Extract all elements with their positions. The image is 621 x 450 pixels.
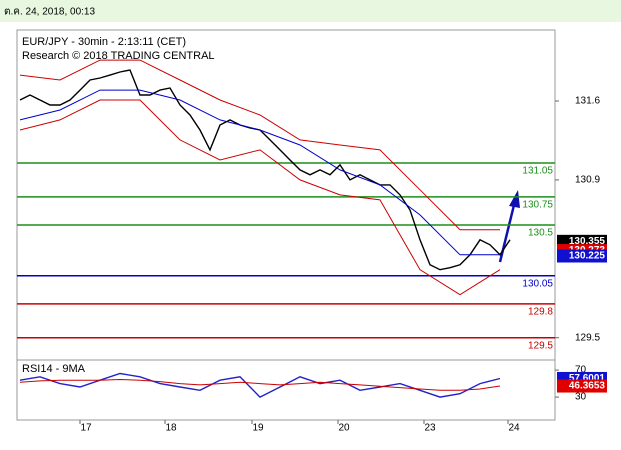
series-line bbox=[19, 99, 501, 296]
y-tick-label: 130.9 bbox=[575, 175, 600, 186]
chart-subtitle: Research © 2018 TRADING CENTRAL bbox=[22, 50, 215, 62]
level-label: 130.5 bbox=[528, 228, 553, 239]
x-tick-label: 19 bbox=[252, 423, 264, 434]
x-tick-label: 24 bbox=[508, 423, 520, 434]
price-tag-label: 46.3653 bbox=[569, 381, 606, 392]
y-tick-label: 129.5 bbox=[575, 332, 600, 343]
level-label: 131.05 bbox=[522, 166, 553, 177]
series-line bbox=[19, 89, 500, 256]
price-tag bbox=[557, 249, 607, 263]
y-tick-label: 70 bbox=[575, 365, 587, 376]
x-tick-label: 23 bbox=[424, 423, 436, 434]
series-line bbox=[19, 378, 501, 391]
chart-title: EUR/JPY - 30min - 2:13:11 (CET) bbox=[22, 36, 186, 48]
level-label: 129.8 bbox=[528, 307, 553, 318]
price-tag-label: 130.355 bbox=[569, 236, 606, 247]
level-label: 129.5 bbox=[528, 340, 553, 351]
price-tag-label: 57.6001 bbox=[569, 373, 606, 384]
y-tick-label: 131.6 bbox=[575, 96, 600, 107]
x-tick-label: 18 bbox=[165, 423, 177, 434]
rsi-title: RSI14 - 9MA bbox=[22, 363, 86, 375]
price-tag-label: 130.225 bbox=[569, 251, 606, 262]
x-tick-label: 17 bbox=[80, 423, 92, 434]
level-label: 130.75 bbox=[522, 199, 553, 210]
series-line bbox=[19, 59, 500, 231]
timestamp: ต.ค. 24, 2018, 00:13 bbox=[4, 7, 95, 18]
forecast-arrowhead bbox=[509, 190, 520, 208]
header-bar bbox=[0, 0, 621, 22]
y-tick-label: 30 bbox=[575, 392, 587, 403]
series-line bbox=[19, 69, 511, 271]
price-tag bbox=[557, 379, 607, 393]
level-label: 130.05 bbox=[522, 278, 553, 289]
x-tick-label: 20 bbox=[338, 423, 350, 434]
